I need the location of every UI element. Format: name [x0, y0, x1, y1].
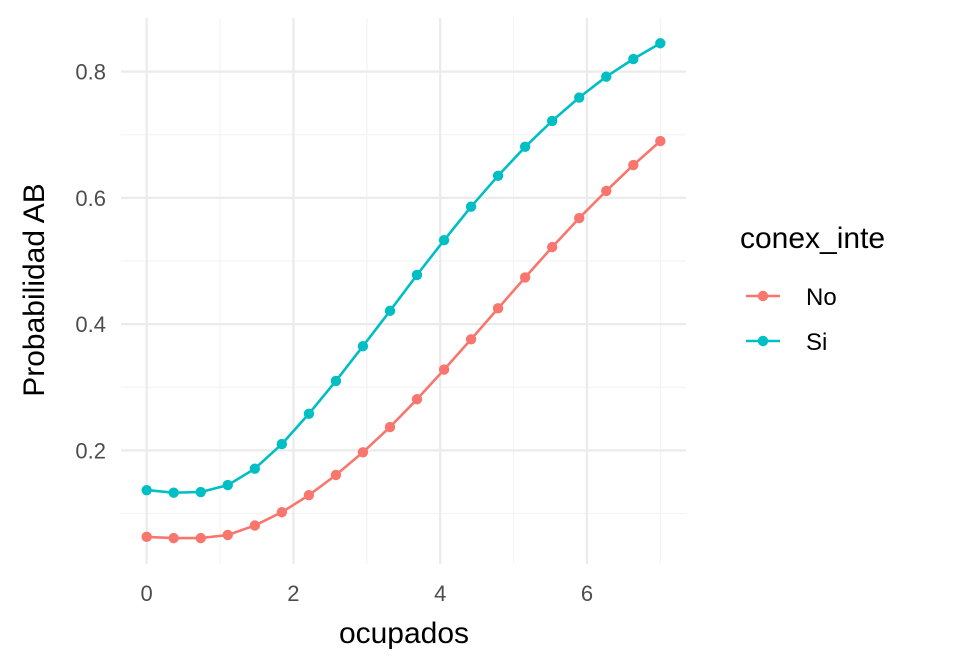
- data-point-no: [601, 185, 612, 197]
- y-axis-title: Probabilidad AB: [18, 183, 51, 397]
- legend-item-si: Si: [746, 329, 827, 356]
- legend-label: Si: [806, 329, 827, 356]
- data-point-si: [492, 170, 504, 182]
- data-point-si: [357, 341, 369, 352]
- y-tick-label: 0.2: [75, 438, 106, 463]
- series-line-no: [146, 140, 662, 540]
- data-point-no: [168, 532, 179, 544]
- data-point-si: [628, 53, 639, 65]
- legend-label: No: [806, 284, 837, 311]
- data-point-si: [141, 484, 152, 496]
- data-point-si: [384, 305, 396, 317]
- data-point-si: [465, 201, 477, 212]
- data-point-no: [546, 241, 558, 253]
- data-point-no: [438, 364, 450, 375]
- data-point-no: [303, 489, 315, 501]
- tick-labels: 0 2 4 6 0.2 0.4 0.6 0.8: [75, 60, 593, 606]
- x-tick-label: 4: [434, 581, 446, 606]
- x-tick-label: 6: [581, 581, 593, 606]
- x-axis-title: ocupados: [339, 617, 469, 650]
- data-point-si: [249, 463, 261, 474]
- data-point-no: [141, 531, 152, 543]
- data-point-si: [546, 115, 558, 127]
- data-point-no: [276, 507, 288, 518]
- grid: [121, 18, 686, 564]
- data-point-si: [222, 479, 233, 491]
- data-point-si: [168, 487, 179, 498]
- data-point-no: [249, 520, 261, 531]
- data-point-no: [357, 447, 369, 458]
- x-tick-label: 0: [141, 581, 153, 606]
- data-point-no: [655, 135, 666, 147]
- data-point-no: [628, 159, 639, 171]
- data-point-si: [601, 71, 612, 82]
- data-point-no: [222, 529, 233, 541]
- legend-key-point: [757, 335, 769, 347]
- data-point-no: [465, 334, 477, 345]
- data-point-no: [411, 394, 423, 405]
- legend: conex_inte No Si: [740, 222, 885, 356]
- y-tick-label: 0.8: [75, 60, 106, 85]
- legend-key-point: [757, 290, 769, 302]
- data-point-no: [519, 272, 531, 283]
- series-layer: [141, 38, 666, 544]
- data-point-no: [384, 421, 396, 433]
- data-point-si: [574, 92, 585, 103]
- data-point-no: [195, 532, 206, 544]
- series-line-si: [146, 42, 661, 495]
- data-point-si: [303, 408, 315, 419]
- y-tick-label: 0.6: [75, 186, 106, 211]
- data-point-no: [492, 303, 504, 314]
- legend-item-no: No: [746, 284, 837, 311]
- data-point-si: [195, 486, 206, 498]
- data-point-no: [574, 212, 585, 224]
- data-point-no: [330, 469, 342, 481]
- y-tick-label: 0.4: [75, 312, 106, 337]
- x-tick-label: 2: [287, 581, 299, 606]
- data-point-si: [519, 141, 531, 152]
- data-point-si: [330, 375, 342, 387]
- data-point-si: [438, 234, 450, 246]
- legend-title: conex_inte: [740, 222, 885, 255]
- data-point-si: [655, 38, 666, 49]
- legend-items: No Si: [746, 284, 837, 356]
- data-point-si: [276, 438, 288, 450]
- data-point-si: [411, 269, 423, 281]
